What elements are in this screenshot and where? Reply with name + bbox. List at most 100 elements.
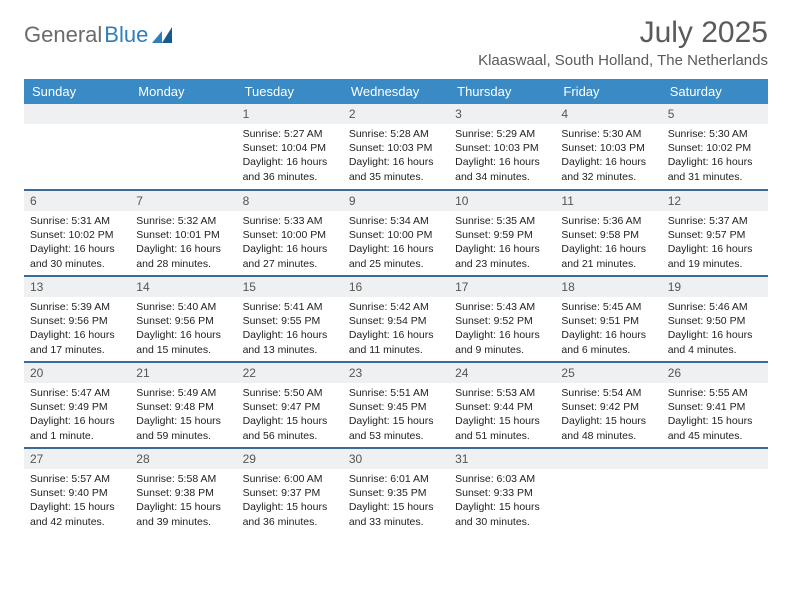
sunset-text: Sunset: 10:02 PM	[30, 228, 124, 242]
sunset-text: Sunset: 9:59 PM	[455, 228, 549, 242]
day-details: Sunrise: 5:29 AMSunset: 10:03 PMDaylight…	[449, 124, 555, 188]
calendar-cell	[662, 448, 768, 534]
sunrise-text: Sunrise: 5:37 AM	[668, 214, 762, 228]
daylight-text: Daylight: 16 hours and 13 minutes.	[243, 328, 337, 356]
day-number: 29	[237, 449, 343, 469]
daylight-text: Daylight: 16 hours and 9 minutes.	[455, 328, 549, 356]
day-details: Sunrise: 5:28 AMSunset: 10:03 PMDaylight…	[343, 124, 449, 188]
sunrise-text: Sunrise: 5:28 AM	[349, 127, 443, 141]
daylight-text: Daylight: 15 hours and 56 minutes.	[243, 414, 337, 442]
sunset-text: Sunset: 9:37 PM	[243, 486, 337, 500]
sunset-text: Sunset: 9:48 PM	[136, 400, 230, 414]
sunset-text: Sunset: 9:42 PM	[561, 400, 655, 414]
day-number: 4	[555, 104, 661, 124]
sunset-text: Sunset: 9:54 PM	[349, 314, 443, 328]
calendar-table: Sunday Monday Tuesday Wednesday Thursday…	[24, 79, 768, 534]
day-number: 20	[24, 363, 130, 383]
daylight-text: Daylight: 15 hours and 30 minutes.	[455, 500, 549, 528]
sunrise-text: Sunrise: 5:46 AM	[668, 300, 762, 314]
calendar-cell: 20Sunrise: 5:47 AMSunset: 9:49 PMDayligh…	[24, 362, 130, 448]
calendar-cell: 25Sunrise: 5:54 AMSunset: 9:42 PMDayligh…	[555, 362, 661, 448]
daylight-text: Daylight: 16 hours and 34 minutes.	[455, 155, 549, 183]
daylight-text: Daylight: 16 hours and 28 minutes.	[136, 242, 230, 270]
daylight-text: Daylight: 16 hours and 23 minutes.	[455, 242, 549, 270]
sunrise-text: Sunrise: 6:00 AM	[243, 472, 337, 486]
calendar-cell: 11Sunrise: 5:36 AMSunset: 9:58 PMDayligh…	[555, 190, 661, 276]
calendar-cell: 1Sunrise: 5:27 AMSunset: 10:04 PMDayligh…	[237, 104, 343, 190]
day-number: 25	[555, 363, 661, 383]
sunrise-text: Sunrise: 5:43 AM	[455, 300, 549, 314]
day-details: Sunrise: 5:39 AMSunset: 9:56 PMDaylight:…	[24, 297, 130, 361]
daylight-text: Daylight: 15 hours and 51 minutes.	[455, 414, 549, 442]
day-number: 1	[237, 104, 343, 124]
day-header: Friday	[555, 79, 661, 104]
sunset-text: Sunset: 9:51 PM	[561, 314, 655, 328]
sunset-text: Sunset: 9:40 PM	[30, 486, 124, 500]
sunset-text: Sunset: 10:03 PM	[455, 141, 549, 155]
daylight-text: Daylight: 15 hours and 33 minutes.	[349, 500, 443, 528]
day-number: 15	[237, 277, 343, 297]
calendar-row: 1Sunrise: 5:27 AMSunset: 10:04 PMDayligh…	[24, 104, 768, 190]
sunset-text: Sunset: 9:58 PM	[561, 228, 655, 242]
page: GeneralBlue July 2025 Klaaswaal, South H…	[0, 0, 792, 558]
calendar-cell: 17Sunrise: 5:43 AMSunset: 9:52 PMDayligh…	[449, 276, 555, 362]
calendar-cell: 27Sunrise: 5:57 AMSunset: 9:40 PMDayligh…	[24, 448, 130, 534]
daylight-text: Daylight: 16 hours and 17 minutes.	[30, 328, 124, 356]
sunrise-text: Sunrise: 5:57 AM	[30, 472, 124, 486]
day-number: 26	[662, 363, 768, 383]
day-header: Monday	[130, 79, 236, 104]
sunset-text: Sunset: 9:50 PM	[668, 314, 762, 328]
day-details: Sunrise: 6:03 AMSunset: 9:33 PMDaylight:…	[449, 469, 555, 533]
sunrise-text: Sunrise: 5:34 AM	[349, 214, 443, 228]
sunrise-text: Sunrise: 5:54 AM	[561, 386, 655, 400]
sunrise-text: Sunrise: 5:50 AM	[243, 386, 337, 400]
month-title: July 2025	[478, 16, 768, 50]
calendar-cell: 12Sunrise: 5:37 AMSunset: 9:57 PMDayligh…	[662, 190, 768, 276]
daylight-text: Daylight: 15 hours and 39 minutes.	[136, 500, 230, 528]
sunrise-text: Sunrise: 5:42 AM	[349, 300, 443, 314]
calendar-cell: 10Sunrise: 5:35 AMSunset: 9:59 PMDayligh…	[449, 190, 555, 276]
day-details: Sunrise: 5:30 AMSunset: 10:03 PMDaylight…	[555, 124, 661, 188]
daylight-text: Daylight: 15 hours and 42 minutes.	[30, 500, 124, 528]
calendar-row: 13Sunrise: 5:39 AMSunset: 9:56 PMDayligh…	[24, 276, 768, 362]
calendar-cell: 7Sunrise: 5:32 AMSunset: 10:01 PMDayligh…	[130, 190, 236, 276]
sunrise-text: Sunrise: 5:32 AM	[136, 214, 230, 228]
day-number: 22	[237, 363, 343, 383]
sunset-text: Sunset: 9:44 PM	[455, 400, 549, 414]
day-number	[662, 449, 768, 469]
day-details: Sunrise: 5:58 AMSunset: 9:38 PMDaylight:…	[130, 469, 236, 533]
calendar-cell: 9Sunrise: 5:34 AMSunset: 10:00 PMDayligh…	[343, 190, 449, 276]
sunrise-text: Sunrise: 5:31 AM	[30, 214, 124, 228]
calendar-cell: 29Sunrise: 6:00 AMSunset: 9:37 PMDayligh…	[237, 448, 343, 534]
calendar-cell: 5Sunrise: 5:30 AMSunset: 10:02 PMDayligh…	[662, 104, 768, 190]
daylight-text: Daylight: 15 hours and 45 minutes.	[668, 414, 762, 442]
day-details: Sunrise: 5:49 AMSunset: 9:48 PMDaylight:…	[130, 383, 236, 447]
day-number: 19	[662, 277, 768, 297]
day-number	[24, 104, 130, 124]
sunset-text: Sunset: 10:01 PM	[136, 228, 230, 242]
sunrise-text: Sunrise: 5:47 AM	[30, 386, 124, 400]
calendar-cell	[555, 448, 661, 534]
daylight-text: Daylight: 16 hours and 15 minutes.	[136, 328, 230, 356]
day-number: 14	[130, 277, 236, 297]
calendar-row: 20Sunrise: 5:47 AMSunset: 9:49 PMDayligh…	[24, 362, 768, 448]
sunrise-text: Sunrise: 5:36 AM	[561, 214, 655, 228]
header: GeneralBlue July 2025 Klaaswaal, South H…	[24, 16, 768, 69]
calendar-cell	[24, 104, 130, 190]
day-number: 9	[343, 191, 449, 211]
calendar-cell: 6Sunrise: 5:31 AMSunset: 10:02 PMDayligh…	[24, 190, 130, 276]
daylight-text: Daylight: 16 hours and 1 minute.	[30, 414, 124, 442]
day-number: 3	[449, 104, 555, 124]
day-number: 21	[130, 363, 236, 383]
day-details: Sunrise: 5:27 AMSunset: 10:04 PMDaylight…	[237, 124, 343, 188]
calendar-cell: 19Sunrise: 5:46 AMSunset: 9:50 PMDayligh…	[662, 276, 768, 362]
daylight-text: Daylight: 16 hours and 30 minutes.	[30, 242, 124, 270]
daylight-text: Daylight: 16 hours and 27 minutes.	[243, 242, 337, 270]
calendar-cell: 13Sunrise: 5:39 AMSunset: 9:56 PMDayligh…	[24, 276, 130, 362]
day-details: Sunrise: 5:45 AMSunset: 9:51 PMDaylight:…	[555, 297, 661, 361]
sunset-text: Sunset: 9:56 PM	[30, 314, 124, 328]
calendar-cell: 21Sunrise: 5:49 AMSunset: 9:48 PMDayligh…	[130, 362, 236, 448]
day-header: Thursday	[449, 79, 555, 104]
calendar-cell: 31Sunrise: 6:03 AMSunset: 9:33 PMDayligh…	[449, 448, 555, 534]
day-details: Sunrise: 5:47 AMSunset: 9:49 PMDaylight:…	[24, 383, 130, 447]
